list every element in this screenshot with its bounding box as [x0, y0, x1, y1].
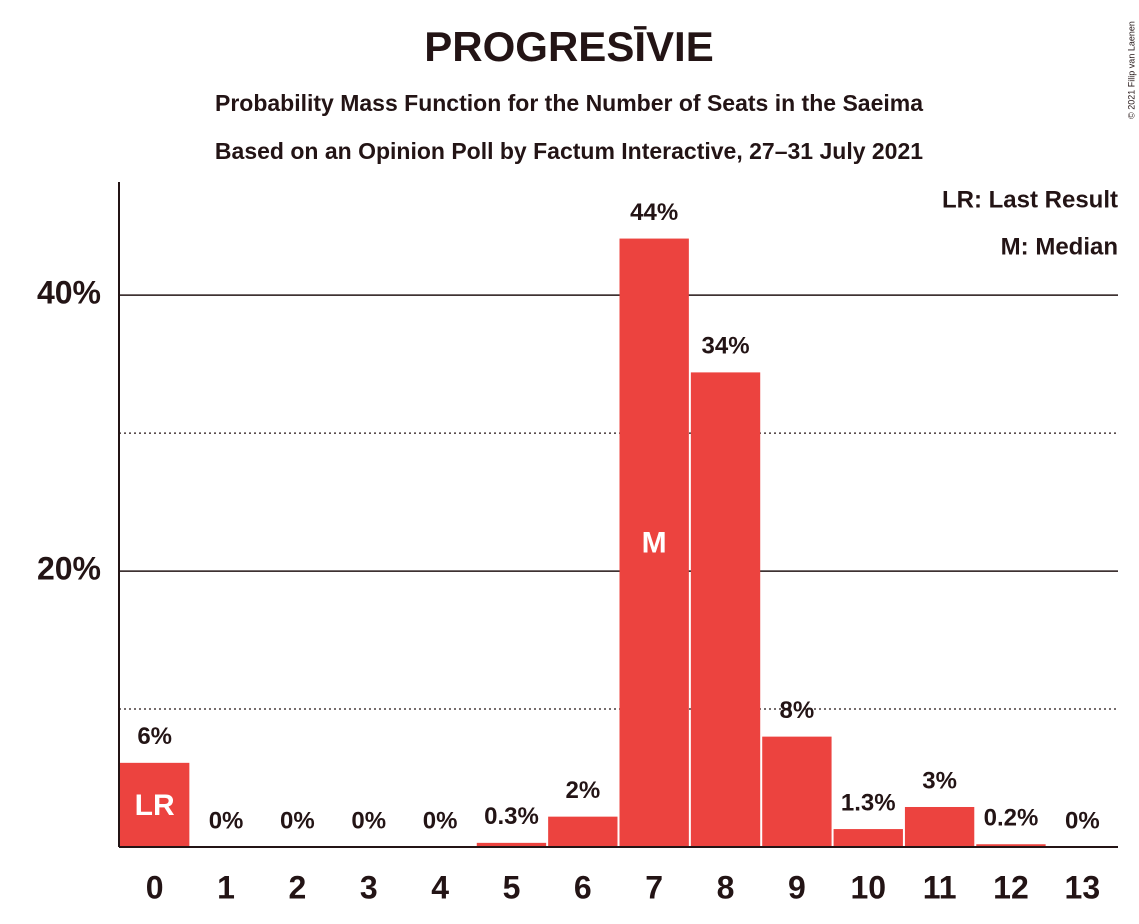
x-tick-label: 6	[574, 869, 592, 905]
copyright: © 2021 Filip van Laenen	[1126, 21, 1136, 119]
value-label: 34%	[702, 333, 750, 360]
bar	[833, 829, 903, 847]
chart-title: PROGRESĪVIE	[424, 23, 713, 70]
legend-entry: M: Median	[1001, 233, 1118, 260]
marker-label: LR	[135, 789, 175, 822]
bar	[904, 806, 975, 847]
x-tick-label: 0	[146, 869, 164, 905]
chart-subtitle: Based on an Opinion Poll by Factum Inter…	[215, 138, 923, 164]
bar	[690, 372, 761, 847]
value-label: 0.3%	[484, 803, 539, 830]
x-tick-label: 2	[288, 869, 306, 905]
value-label: 44%	[630, 199, 678, 226]
value-label: 8%	[780, 697, 815, 724]
chart-subtitle: Probability Mass Function for the Number…	[215, 90, 923, 116]
x-tick-label: 13	[1065, 869, 1101, 905]
bar	[619, 238, 689, 847]
y-tick-label: 40%	[37, 275, 101, 311]
x-tick-label: 3	[360, 869, 378, 905]
value-label: 3%	[922, 767, 957, 794]
x-tick-label: 9	[788, 869, 806, 905]
value-label: 0%	[1065, 807, 1100, 834]
x-tick-label: 12	[993, 869, 1029, 905]
x-tick-label: 7	[645, 869, 663, 905]
x-tick-label: 8	[717, 869, 735, 905]
marker-label: M	[642, 527, 667, 560]
value-label: 0.2%	[984, 805, 1039, 832]
value-label: 0%	[209, 807, 244, 834]
legend-entry: LR: Last Result	[942, 186, 1118, 213]
x-tick-label: 1	[217, 869, 235, 905]
x-tick-label: 10	[850, 869, 886, 905]
x-tick-label: 5	[503, 869, 521, 905]
bar	[476, 842, 547, 847]
bar	[548, 816, 618, 847]
value-label: 2%	[565, 777, 600, 804]
value-label: 6%	[137, 723, 172, 750]
y-tick-label: 20%	[37, 551, 101, 587]
value-label: 0%	[423, 807, 458, 834]
value-label: 1.3%	[841, 789, 896, 816]
bar	[762, 736, 832, 847]
bar	[120, 762, 190, 847]
x-tick-label: 4	[431, 869, 449, 905]
value-label: 0%	[351, 807, 386, 834]
x-tick-label: 11	[923, 869, 957, 905]
bar	[976, 844, 1046, 847]
value-label: 0%	[280, 807, 315, 834]
